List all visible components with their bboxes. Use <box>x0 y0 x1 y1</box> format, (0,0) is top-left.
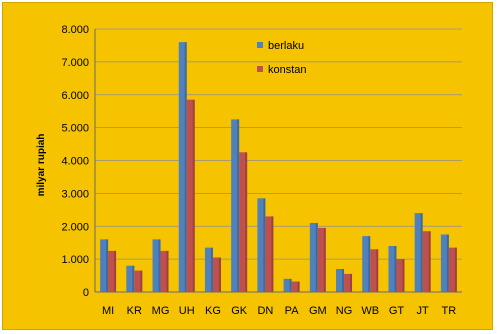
bar-konstan-wb <box>370 249 379 292</box>
bar-konstan-kg <box>212 257 221 292</box>
bar-berlaku-mg-shade <box>158 239 161 292</box>
bar-konstan-gt-shade <box>402 259 405 292</box>
y-tick-label: 2.000 <box>61 221 89 233</box>
bar-berlaku-gt <box>388 245 397 292</box>
bar-konstan-kg-shade <box>218 257 221 292</box>
bar-konstan-kr <box>134 270 143 292</box>
bar-konstan-uh <box>186 99 195 293</box>
bar-konstan-pa <box>291 281 300 292</box>
x-tick-label: MG <box>152 305 170 317</box>
bar-konstan-ng <box>344 273 353 292</box>
bar-konstan-gk-shade <box>245 152 248 292</box>
bar-berlaku-kr-shade <box>132 265 135 292</box>
bar-konstan-jt <box>422 231 431 292</box>
legend-swatch-konstan <box>257 66 263 72</box>
bar-konstan-gt <box>396 259 405 292</box>
x-tick-label: PA <box>285 305 300 317</box>
bar-konstan-wb-shade <box>376 249 379 292</box>
bar-berlaku-tr <box>440 234 449 292</box>
bar-berlaku-jt-shade <box>420 213 423 292</box>
y-tick-label: 0 <box>83 287 89 299</box>
legend-swatch-berlaku <box>257 42 263 48</box>
y-tick-label: 8.000 <box>61 24 89 36</box>
bar-berlaku-pa-shade <box>289 278 292 292</box>
x-tick-label: GT <box>389 305 405 317</box>
bar-konstan-dn-shade <box>271 216 274 292</box>
y-tick-label: 1.000 <box>61 254 89 266</box>
bar-berlaku-ng <box>336 268 345 292</box>
bar-berlaku-kg <box>204 247 213 292</box>
bar-berlaku-dn-shade <box>263 198 266 292</box>
bar-berlaku-mg <box>152 239 161 292</box>
x-tick-label: TR <box>442 305 457 317</box>
bar-konstan-pa-shade <box>297 281 300 292</box>
x-tick-label: GM <box>309 305 327 317</box>
bar-berlaku-gk-shade <box>237 119 240 292</box>
bar-berlaku-wb <box>362 236 371 292</box>
bar-berlaku-kg-shade <box>210 247 213 292</box>
bar-berlaku-kr <box>126 265 135 292</box>
bar-konstan-gm-shade <box>323 227 326 292</box>
bar-berlaku-uh <box>178 42 187 293</box>
legend: berlaku konstan <box>257 40 307 76</box>
bar-konstan-tr-shade <box>454 247 457 292</box>
bar-berlaku-ng-shade <box>342 268 345 292</box>
bar-berlaku-pa <box>283 278 292 292</box>
bar-konstan-jt-shade <box>428 231 431 292</box>
bars-layer <box>100 42 457 293</box>
x-tick-label: NG <box>336 305 353 317</box>
y-tick-label: 5.000 <box>61 123 89 135</box>
chart-frame <box>2 2 493 330</box>
y-tick-label: 6.000 <box>61 90 89 102</box>
bar-berlaku-gm <box>309 222 318 292</box>
y-axis-label: milyar rupiah <box>36 134 47 197</box>
x-tick-label: GK <box>231 305 248 317</box>
bar-berlaku-jt <box>414 213 423 292</box>
bar-konstan-mi <box>108 250 117 292</box>
x-tick-label: DN <box>257 305 273 317</box>
x-tick-label: MI <box>102 305 114 317</box>
bar-berlaku-gk <box>231 119 240 292</box>
x-tick-label: WB <box>361 305 379 317</box>
bar-konstan-mi-shade <box>114 250 117 292</box>
y-tick-label: 7.000 <box>61 57 89 69</box>
legend-label-konstan: konstan <box>268 64 307 76</box>
bar-berlaku-gm-shade <box>315 222 318 292</box>
bar-konstan-tr <box>448 247 457 292</box>
bar-berlaku-mi <box>100 239 109 292</box>
bar-konstan-uh-shade <box>192 99 195 293</box>
bar-konstan-gk <box>239 152 248 292</box>
bar-konstan-gm <box>317 227 326 292</box>
bar-berlaku-uh-shade <box>184 42 187 293</box>
bar-berlaku-gt-shade <box>394 245 397 292</box>
bar-konstan-dn <box>265 216 274 292</box>
legend-label-berlaku: berlaku <box>268 40 304 52</box>
bar-berlaku-mi-shade <box>106 239 109 292</box>
bar-konstan-kr-shade <box>140 270 143 292</box>
x-tick-label: JT <box>417 305 430 317</box>
x-tick-label: KR <box>127 305 142 317</box>
y-tick-label: 4.000 <box>61 156 89 168</box>
axis-layer: 0 1.000 2.000 3.000 4.000 5.000 6.000 7.000 8.00… <box>61 24 462 317</box>
bar-konstan-mg <box>160 250 169 292</box>
x-tick-label: UH <box>179 305 195 317</box>
bar-berlaku-dn <box>257 198 266 292</box>
bar-berlaku-tr-shade <box>446 234 449 292</box>
y-tick-label: 3.000 <box>61 188 89 200</box>
x-tick-label: KG <box>205 305 221 317</box>
bar-konstan-ng-shade <box>350 273 353 292</box>
bar-konstan-mg-shade <box>166 250 169 292</box>
bar-berlaku-wb-shade <box>368 236 371 292</box>
